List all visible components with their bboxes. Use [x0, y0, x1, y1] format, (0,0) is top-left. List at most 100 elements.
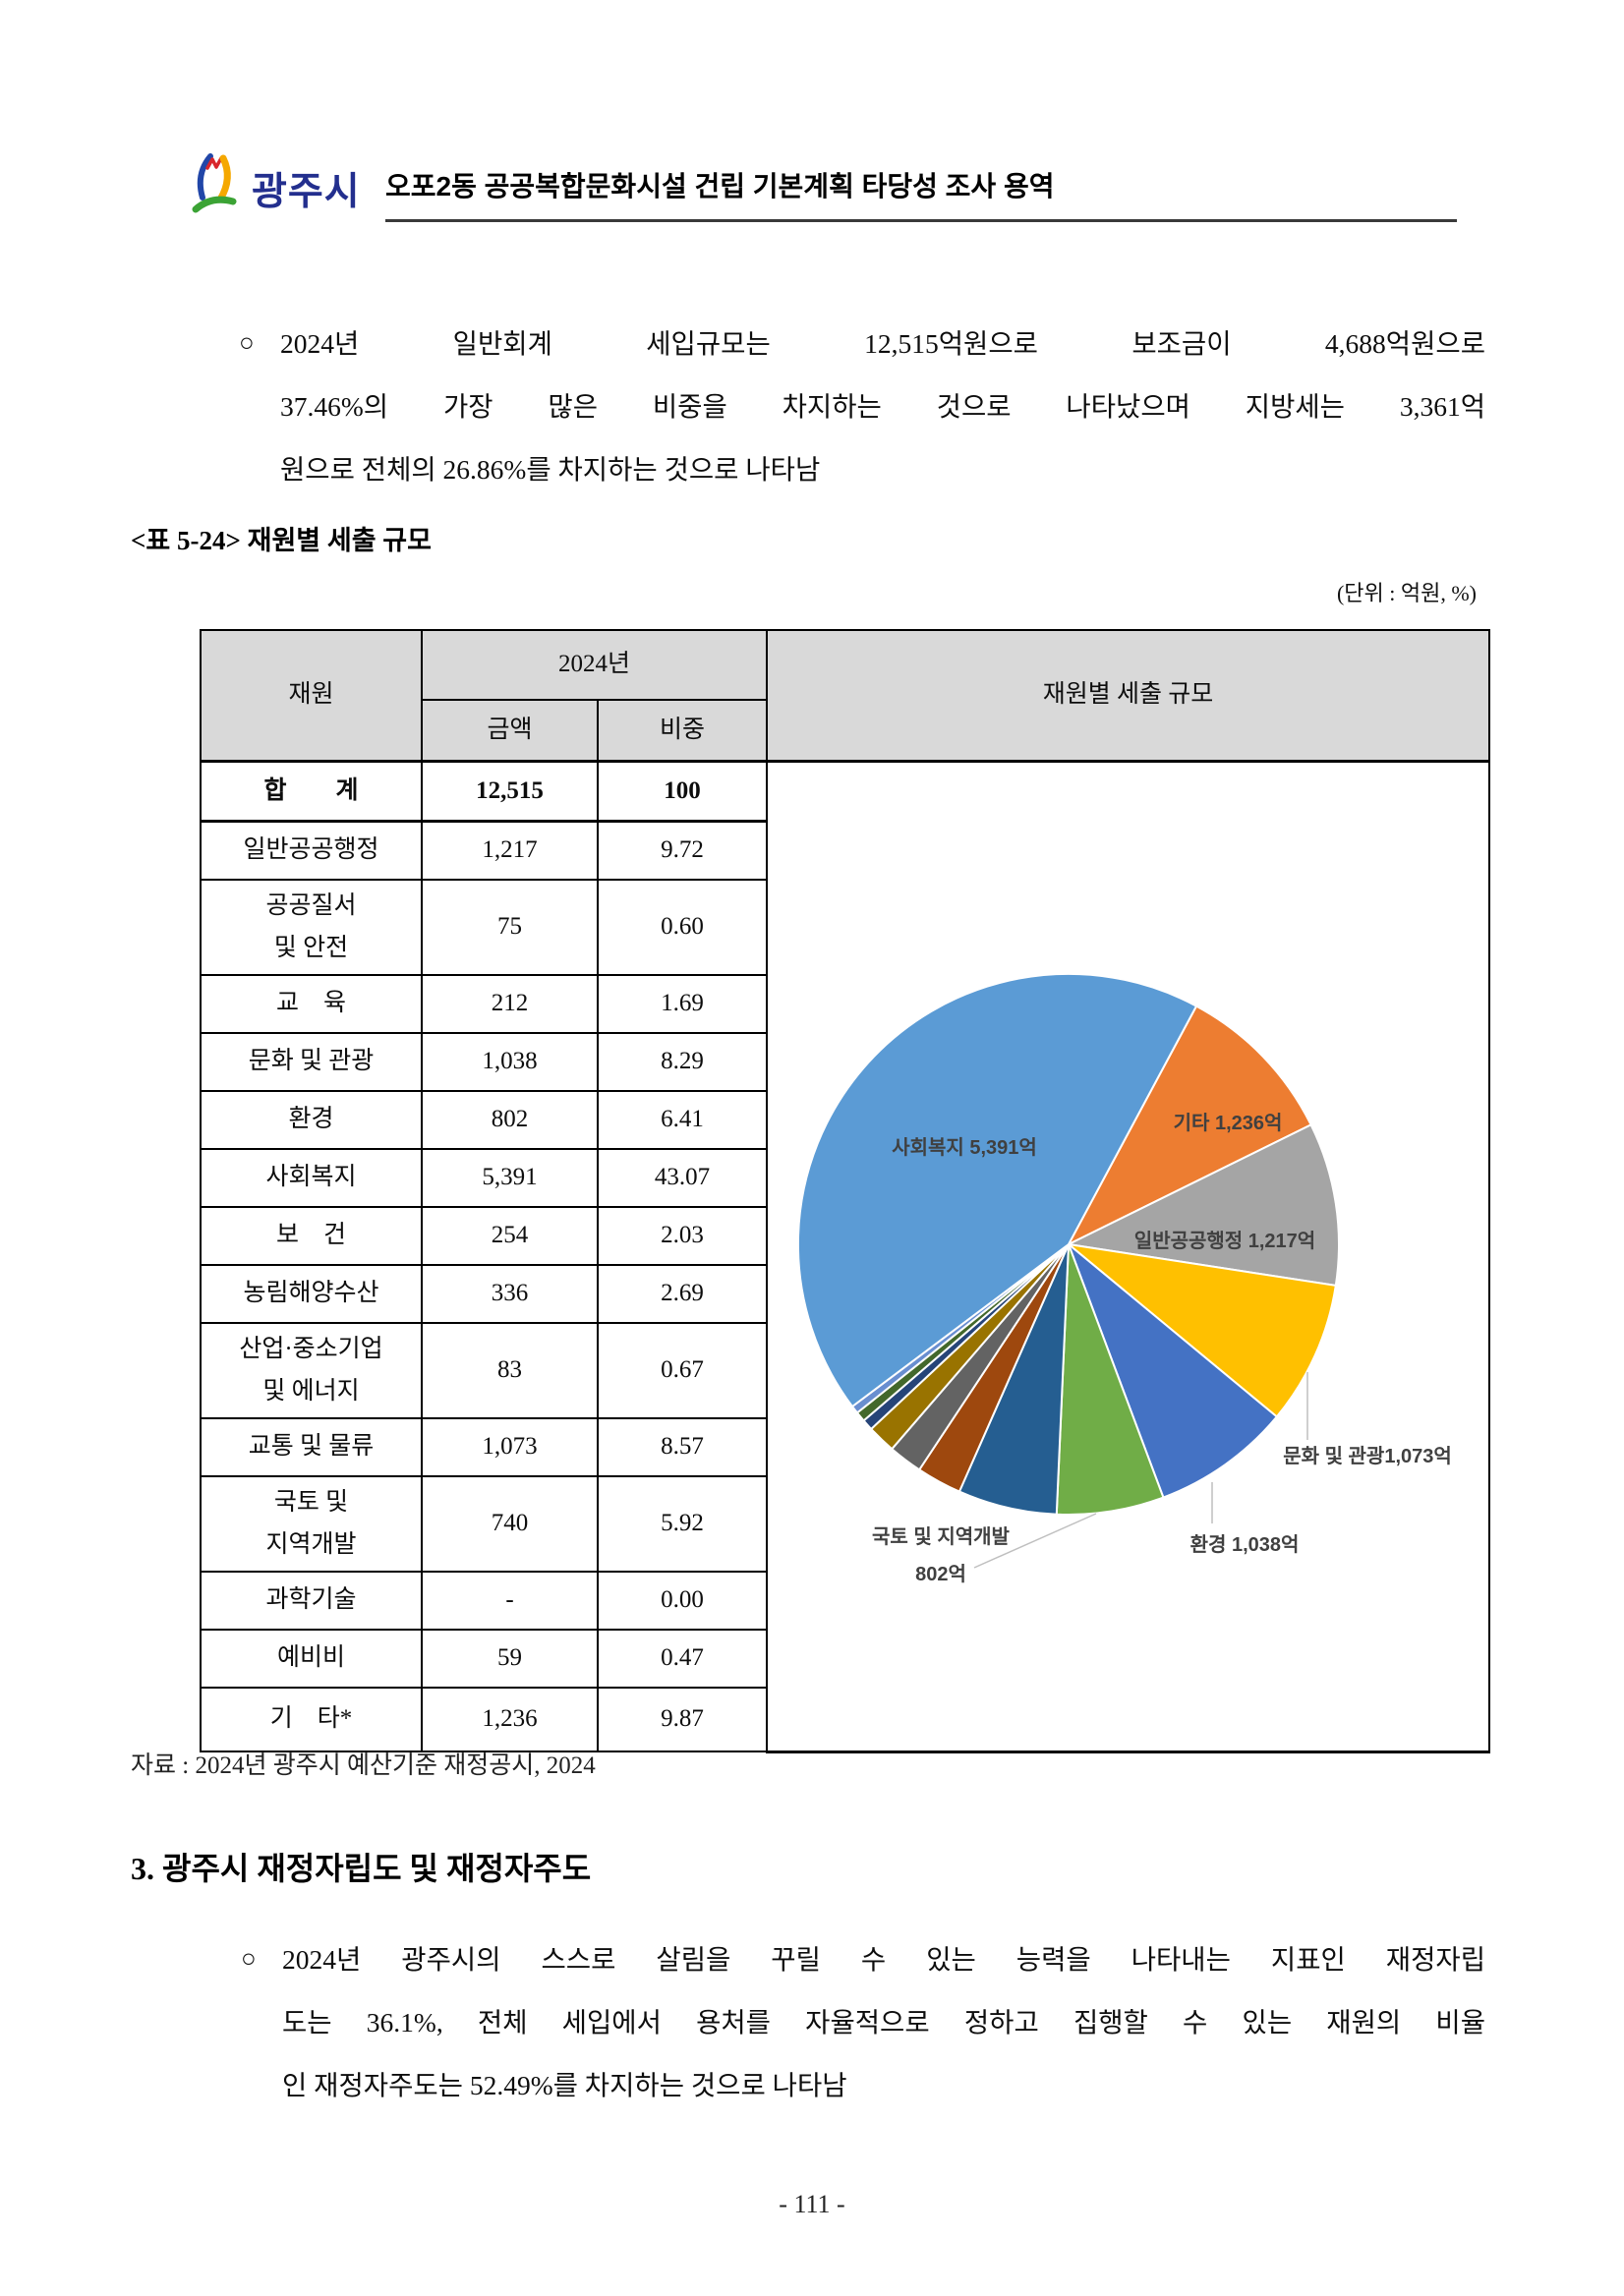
paragraph-fiscal-independence: 2024년 광주시의 스스로 살림을 꾸릴 수 있는 능력을 나타내는 지표인 … — [282, 1928, 1485, 2117]
cell-amount: 83 — [421, 1322, 599, 1419]
cell-amount: 1,236 — [421, 1687, 599, 1752]
cell-label: 교 육 — [200, 974, 423, 1034]
pie-data-label: 문화 및 관광1,073억 — [1283, 1445, 1452, 1467]
cell-amount: 1,038 — [421, 1032, 599, 1092]
bullet-circle: ○ — [241, 1944, 257, 1973]
paragraph-line: 원으로 전체의 26.86%를 차지하는 것으로 나타남 — [280, 454, 821, 485]
paragraph-revenue-summary: 2024년 일반회계 세입규모는 12,515억원으로 보조금이 4,688억원… — [280, 313, 1485, 501]
table-row: 농림해양수산 336 2.69 — [200, 1264, 1489, 1324]
cell-label: 기 타* — [200, 1687, 423, 1752]
cell-amount: 1,073 — [421, 1417, 599, 1477]
cell-label: 일반공공행정 — [200, 820, 423, 881]
header-amount: 금액 — [421, 699, 599, 763]
cell-label: 국토 및 지역개발 — [200, 1475, 423, 1573]
cell-share: 9.87 — [597, 1687, 768, 1752]
pie-data-label: 사회복지 5,391억 — [892, 1136, 1037, 1159]
cell-label: 농림해양수산 — [200, 1264, 423, 1324]
paragraph-line: 인 재정자주도는 52.49%를 차지하는 것으로 나타남 — [282, 2070, 847, 2100]
paragraph-line: 도는 36.1%, 전체 세입에서 용처를 자율적으로 정하고 집행할 수 있는… — [282, 2007, 1485, 2038]
cell-amount: - — [421, 1571, 599, 1631]
cell-label: 예비비 — [200, 1629, 423, 1689]
cell-amount: 254 — [421, 1206, 599, 1266]
cell-amount: 802 — [421, 1090, 599, 1150]
paragraph-line: 37.46%의 가장 많은 비중을 차지하는 것으로 나타났으며 지방세는 3,… — [280, 391, 1485, 422]
label-leader-line — [973, 1513, 1097, 1569]
cell-share: 100 — [597, 760, 768, 823]
page-number: - 111 - — [779, 2190, 845, 2218]
header-rule — [385, 219, 1457, 222]
logo-text: 광주시 — [252, 171, 361, 213]
table-row: 공공질서 및 안전 75 0.60 — [200, 879, 1489, 976]
cell-amount: 336 — [421, 1264, 599, 1324]
pie-slice-2 — [1065, 1242, 1337, 1419]
table-row: 국토 및 지역개발 740 5.92 — [200, 1475, 1489, 1573]
cell-share: 9.72 — [597, 820, 768, 881]
header-year: 2024년 — [421, 629, 768, 701]
gwangju-city-logo-icon — [192, 153, 237, 213]
cell-share: 2.69 — [597, 1264, 768, 1324]
pie-slice-4 — [1055, 1243, 1165, 1517]
table-row: 교통 및 물류 1,073 8.57 — [200, 1417, 1489, 1477]
cell-label: 문화 및 관광 — [200, 1032, 423, 1092]
cell-share: 43.07 — [597, 1148, 768, 1208]
section-heading: 3. 광주시 재정자립도 및 재정자주도 — [131, 1851, 592, 1886]
cell-amount: 5,391 — [421, 1148, 599, 1208]
pie-data-label: 국토 및 지역개발 — [872, 1525, 1011, 1548]
cell-share: 8.29 — [597, 1032, 768, 1092]
pie-data-label: 일반공공행정 1,217억 — [1134, 1230, 1315, 1252]
table-row: 산업·중소기업 및 에너지 83 0.67 — [200, 1322, 1489, 1419]
cell-label: 보 건 — [200, 1206, 423, 1266]
table-row: 환경 802 6.41 — [200, 1090, 1489, 1150]
cell-share: 8.57 — [597, 1417, 768, 1477]
table-body: 합 계 12,515 100 사회복지 5,391억 기타 1,236억 일반공공행정 1… — [200, 760, 1490, 1753]
cell-label: 환경 — [200, 1090, 423, 1150]
table-row: 일반공공행정 1,217 9.72 — [200, 820, 1489, 881]
pie-data-label: 기타 1,236억 — [1174, 1112, 1283, 1134]
pie-data-label: 환경 1,038억 — [1190, 1533, 1300, 1556]
paragraph-line: 2024년 광주시의 스스로 살림을 꾸릴 수 있는 능력을 나타내는 지표인 … — [282, 1944, 1485, 1975]
source-note: 자료 : 2024년 광주시 예산기준 재정공시, 2024 — [131, 1752, 596, 1779]
cell-label: 공공질서 및 안전 — [200, 879, 423, 976]
cell-label: 과학기술 — [200, 1571, 423, 1631]
table-caption: <표 5-24> 재원별 세출 규모 — [131, 526, 432, 555]
cell-amount: 59 — [421, 1629, 599, 1689]
cell-share: 0.00 — [597, 1571, 768, 1631]
logo-yellow-stroke — [216, 154, 231, 203]
paragraph-line: 2024년 일반회계 세입규모는 12,515억원으로 보조금이 4,688억원… — [280, 328, 1485, 359]
unit-note: (단위 : 억원, %) — [1336, 581, 1477, 605]
bullet-circle: ○ — [239, 328, 255, 357]
cell-label: 산업·중소기업 및 에너지 — [200, 1322, 423, 1419]
cell-amount: 1,217 — [421, 820, 599, 881]
pie-slice-3 — [1066, 1241, 1279, 1500]
cell-amount: 75 — [421, 879, 599, 976]
table-subheader-row: 금액 비중 — [201, 699, 1489, 763]
pie-data-label: 802억 — [915, 1563, 966, 1585]
pie-slice-13 — [796, 973, 1198, 1408]
logo-green-stroke — [192, 196, 237, 213]
table-row: 보 건 254 2.03 — [200, 1206, 1489, 1266]
header-source: 재원 — [200, 629, 423, 763]
header-share: 비중 — [597, 699, 768, 763]
cell-amount: 740 — [421, 1475, 599, 1573]
table-row: 문화 및 관광 1,038 8.29 — [200, 1032, 1489, 1092]
logo-red-stroke — [205, 156, 223, 170]
expenditure-table: 재원 2024년 재원별 세출 규모 금액 비중 합 계 12,515 100 사회복… — [200, 629, 1490, 1753]
table-row: 예비비 59 0.47 — [200, 1629, 1489, 1689]
cell-share: 0.47 — [597, 1629, 768, 1689]
cell-share: 0.67 — [597, 1322, 768, 1419]
cell-share: 0.60 — [597, 879, 768, 976]
pie-slice-1 — [1065, 1123, 1340, 1288]
table-header-row: 재원 2024년 재원별 세출 규모 — [200, 629, 1490, 763]
table-row: 사회복지 5,391 43.07 — [200, 1148, 1489, 1208]
cell-amount: 212 — [421, 974, 599, 1034]
cell-label: 합 계 — [200, 760, 423, 823]
cell-share: 5.92 — [597, 1475, 768, 1573]
cell-share: 1.69 — [597, 974, 768, 1034]
table-row: 기 타* 1,236 9.87 — [200, 1687, 1489, 1752]
document-header-title: 오포2동 공공복합문화시설 건립 기본계획 타당성 조사 용역 — [385, 171, 1055, 201]
cell-label: 교통 및 물류 — [200, 1417, 423, 1477]
